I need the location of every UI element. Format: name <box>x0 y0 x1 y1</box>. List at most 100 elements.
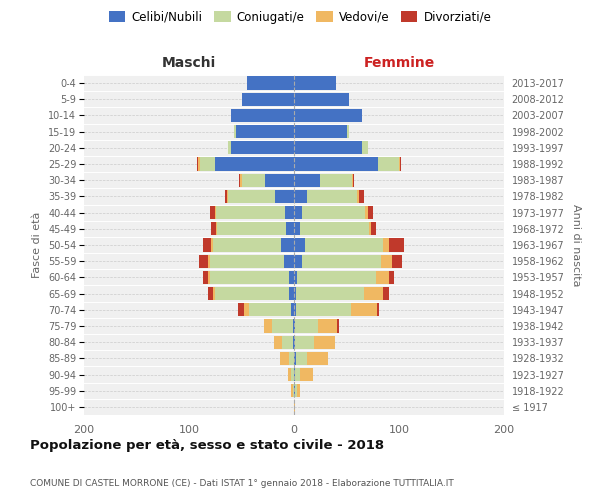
Bar <box>199 254 208 268</box>
Legend: Celibi/Nubili, Coniugati/e, Vedovi/e, Divorziati/e: Celibi/Nubili, Coniugati/e, Vedovi/e, Di… <box>104 6 496 28</box>
Bar <box>352 174 353 187</box>
Bar <box>275 190 294 203</box>
Bar <box>263 320 272 332</box>
Bar <box>307 190 357 203</box>
Bar <box>284 206 294 220</box>
Bar <box>353 174 354 187</box>
Bar <box>392 254 402 268</box>
Bar <box>210 206 215 220</box>
Bar <box>294 303 296 316</box>
Bar <box>294 352 296 365</box>
Bar <box>294 254 302 268</box>
Bar <box>284 254 294 268</box>
Bar <box>302 206 365 220</box>
Bar <box>383 238 389 252</box>
Bar <box>365 206 367 220</box>
Bar <box>272 320 293 332</box>
Bar <box>378 158 399 170</box>
Bar <box>296 287 364 300</box>
Bar <box>357 190 359 203</box>
Bar <box>227 190 228 203</box>
Bar <box>213 287 215 300</box>
Bar <box>291 368 294 381</box>
Bar <box>294 109 362 122</box>
Bar <box>244 303 249 316</box>
Bar <box>210 254 284 268</box>
Bar <box>359 190 364 203</box>
Bar <box>208 254 210 268</box>
Bar <box>242 174 265 187</box>
Bar <box>289 270 294 284</box>
Text: Maschi: Maschi <box>162 56 216 70</box>
Bar <box>234 125 236 138</box>
Bar <box>288 368 291 381</box>
Bar <box>289 287 294 300</box>
Bar <box>294 238 305 252</box>
Bar <box>231 141 294 154</box>
Bar <box>199 158 215 170</box>
Bar <box>381 254 392 268</box>
Bar <box>211 238 213 252</box>
Bar <box>203 270 208 284</box>
Bar <box>294 206 302 220</box>
Bar <box>320 174 352 187</box>
Bar <box>301 222 368 235</box>
Bar <box>389 270 394 284</box>
Bar <box>302 254 381 268</box>
Bar <box>318 320 337 332</box>
Bar <box>294 287 296 300</box>
Bar <box>217 222 286 235</box>
Bar <box>297 384 300 398</box>
Bar <box>294 320 295 332</box>
Bar <box>294 190 307 203</box>
Bar <box>216 222 217 235</box>
Bar <box>376 270 389 284</box>
Bar <box>265 174 294 187</box>
Bar <box>291 303 294 316</box>
Bar <box>294 270 297 284</box>
Bar <box>297 270 376 284</box>
Bar <box>295 384 297 398</box>
Bar <box>389 238 404 252</box>
Bar <box>294 92 349 106</box>
Bar <box>231 109 294 122</box>
Bar <box>215 206 217 220</box>
Bar <box>296 303 351 316</box>
Bar <box>294 158 378 170</box>
Bar <box>208 270 210 284</box>
Bar <box>301 368 313 381</box>
Bar <box>294 384 295 398</box>
Bar <box>294 400 295 413</box>
Bar <box>294 222 301 235</box>
Bar <box>350 303 377 316</box>
Bar <box>228 190 275 203</box>
Bar <box>307 352 328 365</box>
Bar <box>294 141 362 154</box>
Y-axis label: Fasce di età: Fasce di età <box>32 212 43 278</box>
Bar <box>217 206 284 220</box>
Bar <box>211 222 217 235</box>
Bar <box>368 222 371 235</box>
Bar <box>225 190 227 203</box>
Bar <box>236 125 294 138</box>
Bar <box>305 238 383 252</box>
Bar <box>347 125 349 138</box>
Bar <box>383 287 389 300</box>
Text: Femmine: Femmine <box>364 56 434 70</box>
Text: Popolazione per età, sesso e stato civile - 2018: Popolazione per età, sesso e stato civil… <box>30 440 384 452</box>
Bar <box>281 238 294 252</box>
Bar <box>377 303 379 316</box>
Bar <box>210 270 289 284</box>
Bar <box>249 303 291 316</box>
Bar <box>247 76 294 90</box>
Bar <box>295 368 301 381</box>
Bar <box>238 303 244 316</box>
Bar <box>367 206 373 220</box>
Bar <box>280 352 289 365</box>
Bar <box>293 336 294 349</box>
Bar <box>293 384 294 398</box>
Bar <box>208 287 213 300</box>
Bar <box>296 352 307 365</box>
Bar <box>203 238 211 252</box>
Bar <box>274 336 283 349</box>
